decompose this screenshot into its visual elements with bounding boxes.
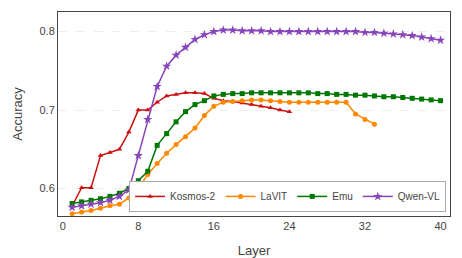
svg-text:LaVIT: LaVIT xyxy=(261,191,288,202)
svg-text:16: 16 xyxy=(208,220,220,232)
svg-text:32: 32 xyxy=(359,220,371,232)
svg-text:Accuracy: Accuracy xyxy=(10,87,25,141)
svg-text:Kosmos-2: Kosmos-2 xyxy=(170,191,215,202)
svg-text:8: 8 xyxy=(135,220,141,232)
svg-text:24: 24 xyxy=(283,220,295,232)
svg-text:0.8: 0.8 xyxy=(40,25,55,37)
svg-text:0.7: 0.7 xyxy=(40,104,55,116)
svg-text:40: 40 xyxy=(434,220,446,232)
svg-text:0.6: 0.6 xyxy=(40,182,55,194)
svg-text:Layer: Layer xyxy=(238,243,271,258)
svg-text:Emu: Emu xyxy=(332,191,353,202)
svg-text:Qwen-VL: Qwen-VL xyxy=(398,191,440,202)
svg-text:0: 0 xyxy=(60,220,66,232)
